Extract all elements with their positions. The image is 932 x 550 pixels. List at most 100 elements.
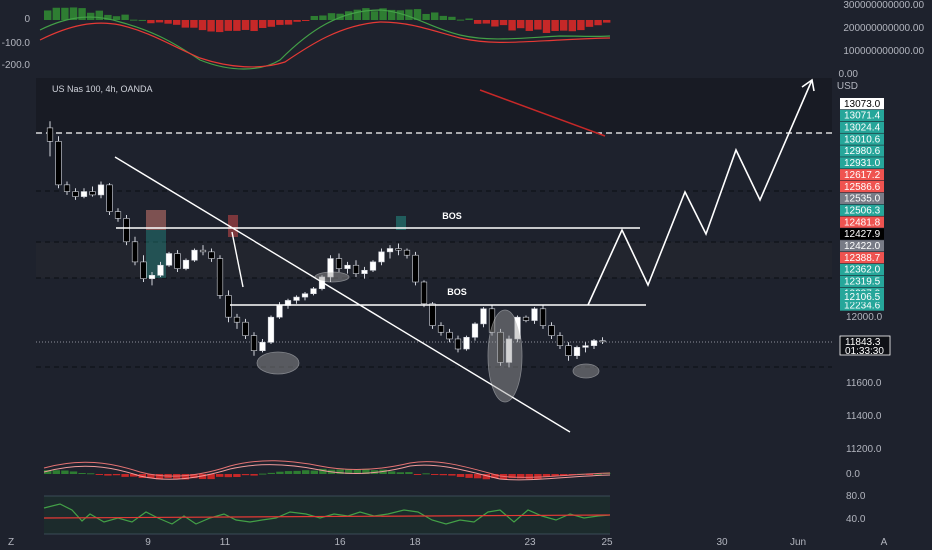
histogram-bar [284, 471, 293, 474]
date-tick-2: 16 [334, 537, 346, 548]
histogram-bar [456, 474, 465, 477]
candle-body [123, 218, 130, 243]
price-tag-value: 12481.8 [844, 217, 881, 228]
histogram-bar [491, 20, 499, 27]
histogram-bar [474, 20, 482, 24]
candle-body [488, 308, 496, 333]
candle-body [259, 341, 266, 351]
candle-body [361, 269, 368, 274]
histogram-bar [603, 20, 611, 23]
candle-body [174, 253, 181, 269]
price-tag-bg [840, 204, 884, 216]
candle-body [335, 258, 343, 269]
top-right-label-2: 100000000000.00 [843, 46, 924, 57]
top-right-label-0: 300000000000.00 [843, 0, 924, 11]
candle-body [114, 211, 122, 219]
histogram-bar [508, 474, 516, 479]
price-tick-11400: 11400.0 [846, 411, 882, 422]
histogram-bar [542, 20, 551, 33]
candle-body [471, 323, 479, 338]
candle-body [514, 316, 521, 340]
candle-body [97, 184, 105, 196]
histogram-bar [44, 470, 52, 474]
histogram-bar [155, 474, 164, 480]
candle-body [565, 345, 572, 356]
histogram-bar [396, 472, 404, 474]
macd-bottom-histogram [44, 468, 611, 480]
demand-box-2 [396, 216, 406, 230]
histogram-bar [284, 20, 293, 25]
histogram-bar [250, 20, 258, 32]
histogram-bar [310, 470, 318, 474]
histogram-bar [52, 7, 60, 21]
candle-body [327, 258, 334, 278]
histogram-bar [448, 474, 456, 476]
price-tag-value: 12535.0 [844, 194, 881, 205]
candle-body [293, 296, 300, 301]
histogram-bar [276, 471, 284, 474]
bos-label-lower: BOS [447, 287, 467, 297]
price-tag-bg [840, 252, 884, 264]
histogram-bar [61, 7, 69, 20]
candle-body [242, 321, 249, 336]
price-tick-11200: 11200.0 [846, 444, 882, 455]
candle-body [301, 293, 309, 298]
histogram-bar [155, 20, 164, 23]
histogram-bar [577, 20, 585, 31]
candle-body [454, 338, 462, 350]
candle-body [131, 241, 139, 263]
candle-body [480, 308, 487, 325]
histogram-bar [302, 20, 310, 21]
histogram-bar [370, 11, 379, 20]
histogram-bar [585, 20, 594, 27]
candle-body [429, 303, 436, 326]
top-right-label-3: 0.00 [839, 69, 859, 80]
price-tag-bg [840, 228, 884, 240]
candle-body [55, 141, 62, 186]
histogram-bar [439, 474, 447, 476]
swing-low-ellipse-2 [487, 309, 523, 403]
candle-body [89, 191, 96, 196]
price-tag-value: 12422.0 [844, 241, 881, 252]
candle-body [225, 295, 232, 318]
histogram-bar [147, 474, 155, 479]
price-tag-value: 13024.4 [844, 123, 881, 134]
histogram-bar [422, 13, 430, 20]
date-tick-3: 18 [409, 537, 421, 548]
candle-body [403, 249, 411, 256]
price-tick-11600: 11600.0 [846, 378, 882, 389]
histogram-bar [198, 474, 207, 480]
supply-box-2 [228, 215, 238, 237]
price-tag-value: 12106.5 [844, 292, 881, 303]
histogram-bar [362, 468, 370, 474]
histogram-bar [336, 469, 344, 474]
histogram-bar [499, 20, 508, 26]
projection-arrow-head [801, 78, 815, 92]
histogram-bar [259, 473, 267, 475]
price-tag-bg [840, 169, 884, 181]
histogram-bar [396, 10, 404, 20]
price-tag-bg [840, 180, 884, 193]
current-price-tag [839, 335, 891, 356]
price-tag-bg [840, 109, 884, 122]
price-tag-bg [840, 240, 884, 252]
candle-body [250, 335, 258, 351]
histogram-bar [560, 474, 568, 476]
symbol-title: US Nas 100, 4h, OANDA [52, 84, 153, 94]
histogram-bar [267, 20, 275, 27]
histogram-bar [542, 474, 551, 477]
histogram-bar [87, 12, 95, 20]
histogram-bar [52, 470, 60, 474]
histogram-bar [405, 472, 413, 474]
price-tag-value: 12980.6 [844, 146, 881, 157]
candle-body [539, 308, 547, 326]
top-right-label-1: 200000000000.00 [843, 23, 924, 34]
candle-body [199, 249, 207, 253]
histogram-bar [181, 474, 189, 480]
histogram-bar [207, 474, 215, 480]
histogram-bar [44, 10, 52, 20]
macd-bottom-zero: 0.0 [846, 469, 860, 480]
histogram-bar [190, 20, 198, 28]
histogram-bar [78, 472, 86, 474]
